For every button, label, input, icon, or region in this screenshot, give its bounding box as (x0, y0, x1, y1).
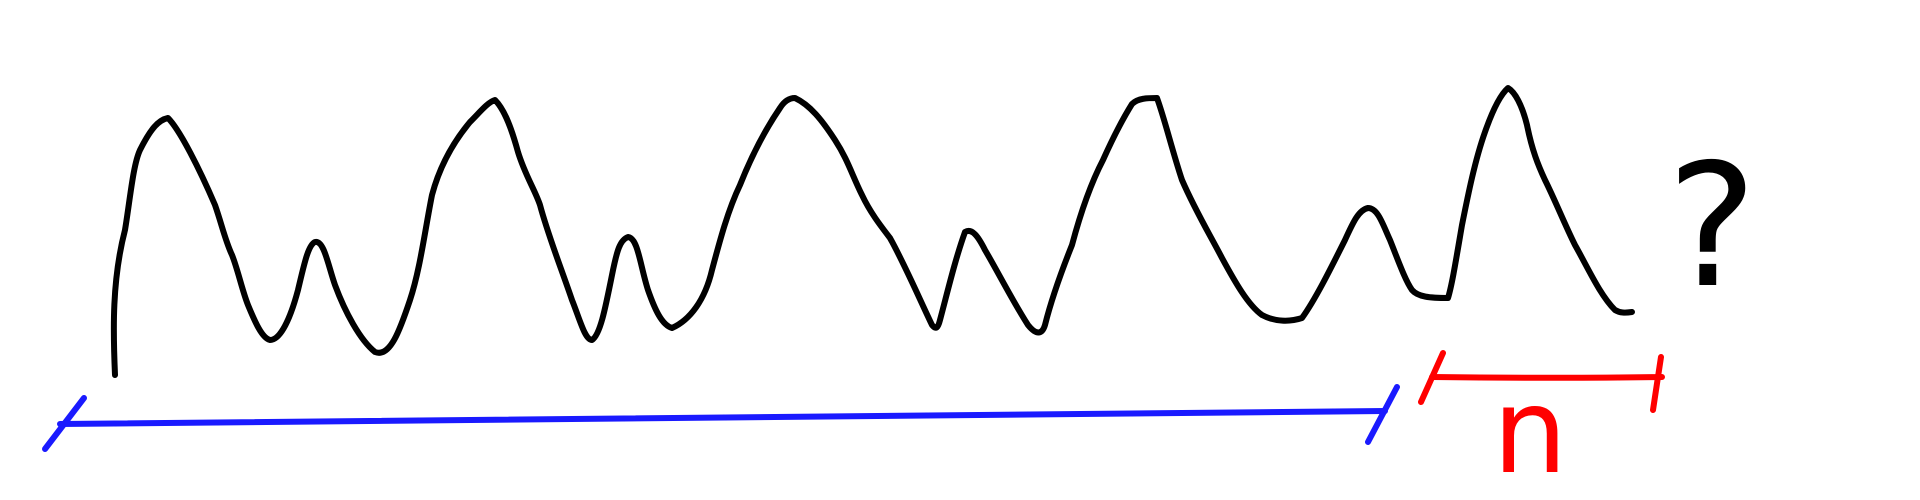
signal-curve (110, 85, 1635, 378)
horizon-label: n (1493, 362, 1568, 500)
history-bracket (42, 384, 1400, 452)
history-bracket-right-tick (1365, 384, 1400, 445)
horizon-bracket (1418, 350, 1665, 413)
history-bracket-left-tick (42, 395, 87, 452)
question-mark: ? (1667, 128, 1757, 326)
horizon-bracket-right-tick (1650, 354, 1664, 413)
horizon-bracket-line (1429, 374, 1665, 381)
horizon-bracket-left-tick (1418, 350, 1446, 405)
history-bracket-line (57, 408, 1388, 427)
